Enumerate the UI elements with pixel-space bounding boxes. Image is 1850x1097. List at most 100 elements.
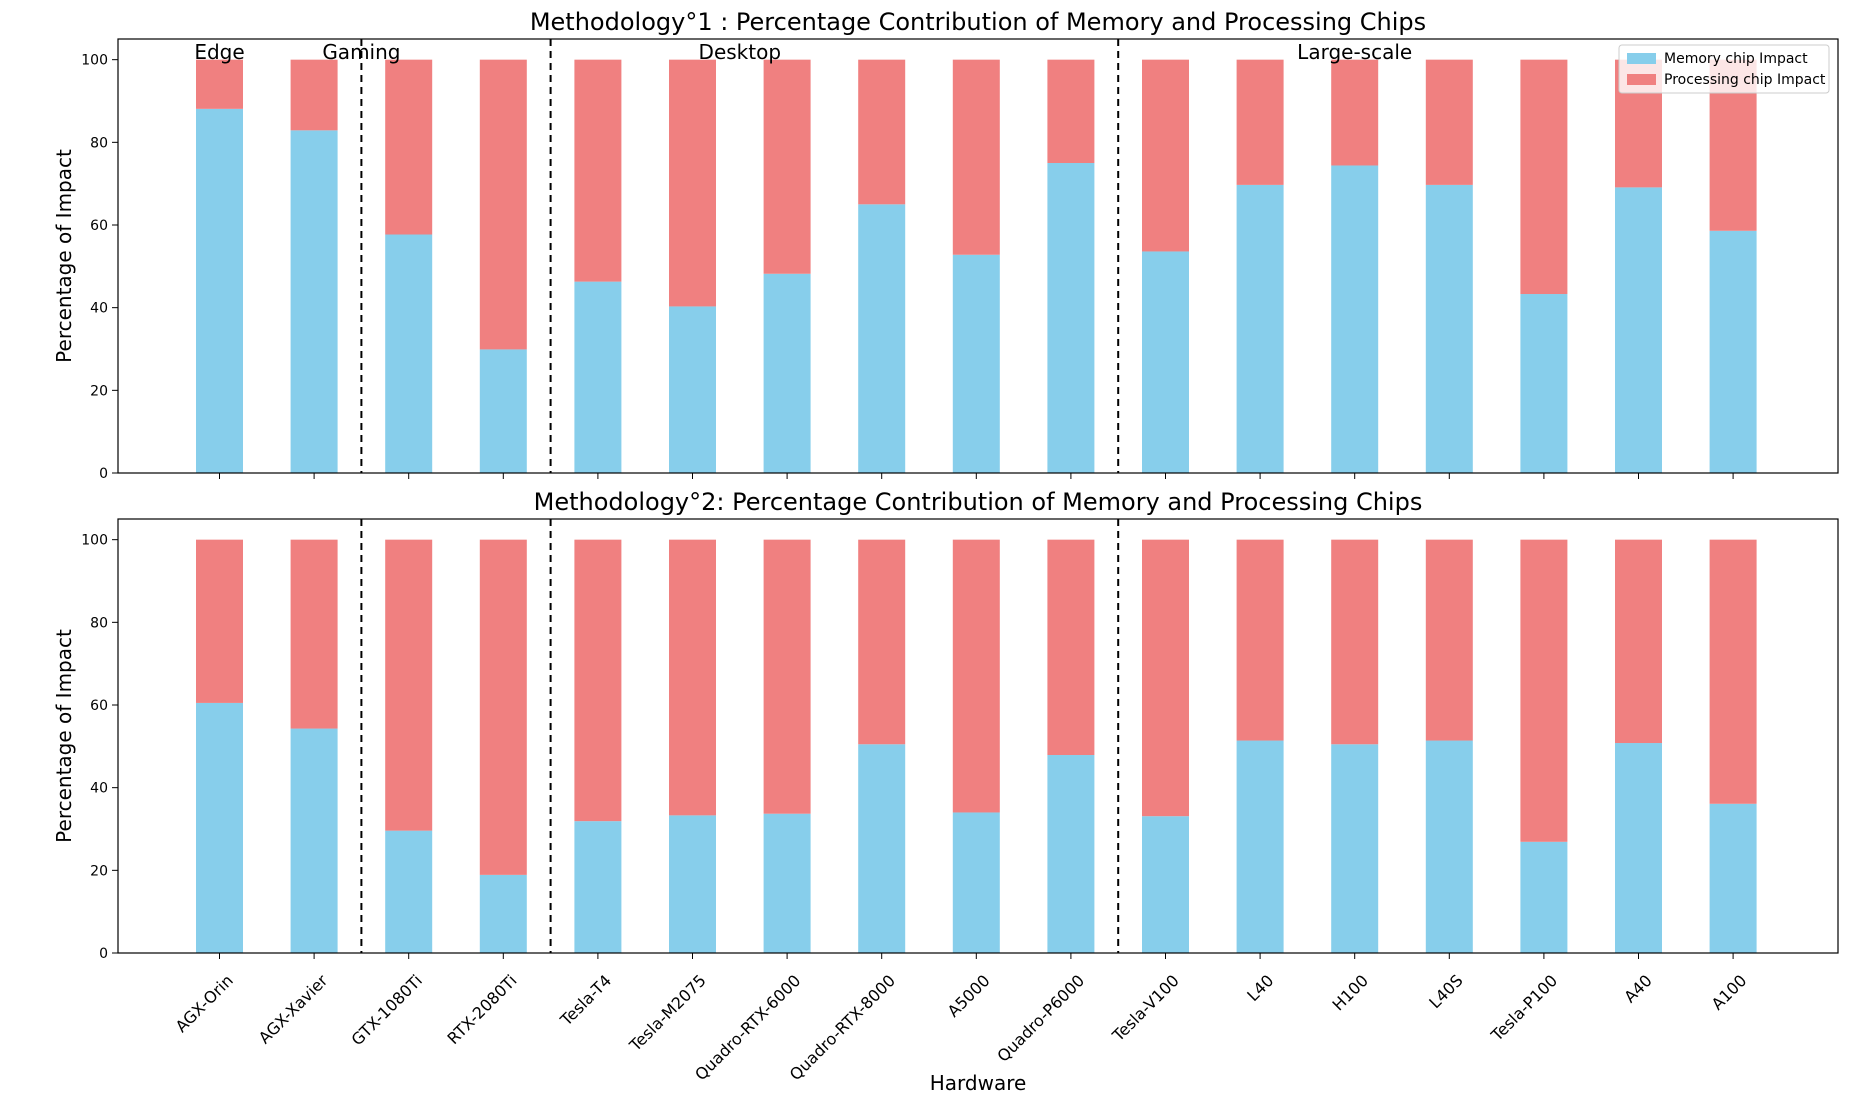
bar-memory-a100 (1709, 230, 1757, 473)
bar-memory-rtx-2080ti (479, 874, 527, 953)
chart-title: Methodology°2: Percentage Contribution o… (534, 488, 1423, 516)
bar-memory-agx-xavier (290, 130, 338, 473)
bar-memory-l40 (1236, 184, 1284, 473)
plot-frame (117, 518, 1839, 954)
x-tick-label-a5000: A5000 (944, 971, 994, 1021)
bar-memory-h100 (1331, 744, 1379, 953)
y-tick-label: 20 (90, 383, 108, 399)
bar-memory-quadro-p6000 (1047, 163, 1095, 473)
bar-processing-a5000 (952, 59, 1000, 255)
bar-processing-a5000 (952, 539, 1000, 813)
bar-processing-tesla-m2075 (669, 539, 716, 816)
group-label-large-scale: Large-scale (1297, 40, 1412, 64)
y-axis-label: Percentage of Impact (52, 149, 76, 363)
bar-memory-tesla-p100 (1520, 841, 1568, 953)
legend-label-processing: Processing chip Impact (1664, 72, 1826, 88)
group-label-desktop: Desktop (699, 40, 781, 64)
bar-processing-tesla-v100 (1142, 59, 1189, 252)
bar-memory-agx-orin (196, 702, 243, 953)
bar-memory-a40 (1615, 743, 1662, 953)
x-tick-label-gtx-1080ti: GTX-1080Ti (348, 971, 426, 1049)
bar-processing-rtx-2080ti (479, 59, 527, 350)
bar-processing-tesla-p100 (1520, 59, 1568, 295)
y-tick-label: 60 (90, 218, 108, 234)
x-tick-label-a40: A40 (1620, 971, 1656, 1007)
bar-memory-tesla-t4 (574, 281, 622, 473)
bar-memory-gtx-1080ti (385, 830, 433, 953)
bar-memory-l40s (1425, 740, 1473, 953)
bar-processing-quadro-p6000 (1047, 59, 1095, 163)
chart-panel-2: Methodology°2: Percentage Contribution o… (52, 488, 1839, 962)
bar-processing-agx-xavier (290, 59, 338, 131)
x-tick-label-a100: A100 (1708, 971, 1751, 1014)
x-tick-label-quadro-rtx-8000: Quadro-RTX-8000 (786, 971, 899, 1084)
x-axis-label: Hardware (930, 1071, 1027, 1095)
bar-memory-a100 (1709, 803, 1757, 953)
bar-processing-tesla-t4 (574, 59, 622, 282)
y-tick-label: 60 (90, 698, 108, 714)
bar-memory-quadro-p6000 (1047, 755, 1095, 953)
y-tick-label: 0 (99, 946, 108, 962)
x-tick-label-agx-xavier: AGX-Xavier (255, 971, 332, 1048)
bar-processing-agx-orin (196, 59, 243, 109)
x-tick-label-l40s: L40S (1425, 971, 1466, 1012)
bar-memory-tesla-v100 (1142, 816, 1189, 953)
bar-processing-tesla-m2075 (669, 59, 716, 307)
legend: Memory chip Impact Processing chip Impact (1618, 44, 1830, 94)
y-tick-label: 100 (81, 533, 108, 549)
bar-memory-tesla-m2075 (669, 815, 716, 953)
bar-memory-tesla-t4 (574, 821, 622, 953)
y-tick-label: 40 (90, 781, 108, 797)
bar-processing-tesla-t4 (574, 539, 622, 822)
group-label-edge: Edge (194, 40, 244, 64)
bar-processing-a100 (1709, 539, 1757, 804)
y-tick-label: 0 (99, 466, 108, 482)
bar-memory-l40 (1236, 740, 1284, 953)
bar-processing-l40s (1425, 59, 1473, 185)
x-tick-label-tesla-p100: Tesla-P100 (1487, 971, 1562, 1046)
bar-memory-h100 (1331, 165, 1379, 474)
bar-memory-tesla-m2075 (669, 306, 716, 473)
x-tick-label-l40: L40 (1243, 971, 1277, 1005)
bar-processing-quadro-rtx-6000 (763, 59, 811, 274)
bar-memory-a5000 (952, 254, 1000, 473)
x-tick-label-quadro-rtx-6000: Quadro-RTX-6000 (691, 971, 804, 1084)
bar-memory-quadro-rtx-8000 (858, 744, 906, 953)
chart-panel-1: Methodology°1 : Percentage Contribution … (52, 8, 1839, 482)
bar-memory-agx-orin (196, 108, 243, 473)
bar-processing-h100 (1331, 59, 1379, 166)
chart-title: Methodology°1 : Percentage Contribution … (530, 8, 1426, 36)
bar-memory-quadro-rtx-6000 (763, 273, 811, 473)
bar-processing-gtx-1080ti (385, 539, 433, 831)
bar-memory-quadro-rtx-6000 (763, 813, 811, 953)
group-label-gaming: Gaming (322, 40, 400, 64)
x-tick-label-tesla-v100: Tesla-V100 (1108, 971, 1183, 1046)
y-tick-label: 40 (90, 301, 108, 317)
x-tick-label-agx-orin: AGX-Orin (172, 971, 237, 1036)
bar-processing-tesla-v100 (1142, 539, 1189, 817)
bar-processing-h100 (1331, 539, 1379, 745)
y-tick-label: 20 (90, 863, 108, 879)
bar-processing-quadro-rtx-6000 (763, 539, 811, 814)
bar-memory-quadro-rtx-8000 (858, 204, 906, 474)
bar-processing-a40 (1615, 539, 1662, 744)
bar-memory-tesla-p100 (1520, 294, 1568, 473)
bar-memory-l40s (1425, 184, 1473, 473)
bar-processing-agx-orin (196, 539, 243, 703)
bar-memory-agx-xavier (290, 728, 338, 953)
legend-swatch-memory (1627, 53, 1656, 64)
bar-processing-l40 (1236, 539, 1284, 741)
bar-memory-tesla-v100 (1142, 251, 1189, 473)
bar-processing-quadro-p6000 (1047, 539, 1095, 756)
x-tick-label-quadro-p6000: Quadro-P6000 (993, 971, 1088, 1066)
legend-swatch-processing (1627, 74, 1656, 85)
y-tick-label: 100 (81, 53, 108, 69)
legend-label-memory: Memory chip Impact (1664, 51, 1808, 67)
y-tick-label: 80 (90, 135, 108, 151)
x-tick-label-tesla-m2075: Tesla-M2075 (625, 971, 710, 1056)
x-tick-label-rtx-2080ti: RTX-2080Ti (443, 971, 520, 1048)
bar-processing-agx-xavier (290, 539, 338, 729)
bar-memory-gtx-1080ti (385, 234, 433, 473)
bar-processing-l40 (1236, 59, 1284, 185)
